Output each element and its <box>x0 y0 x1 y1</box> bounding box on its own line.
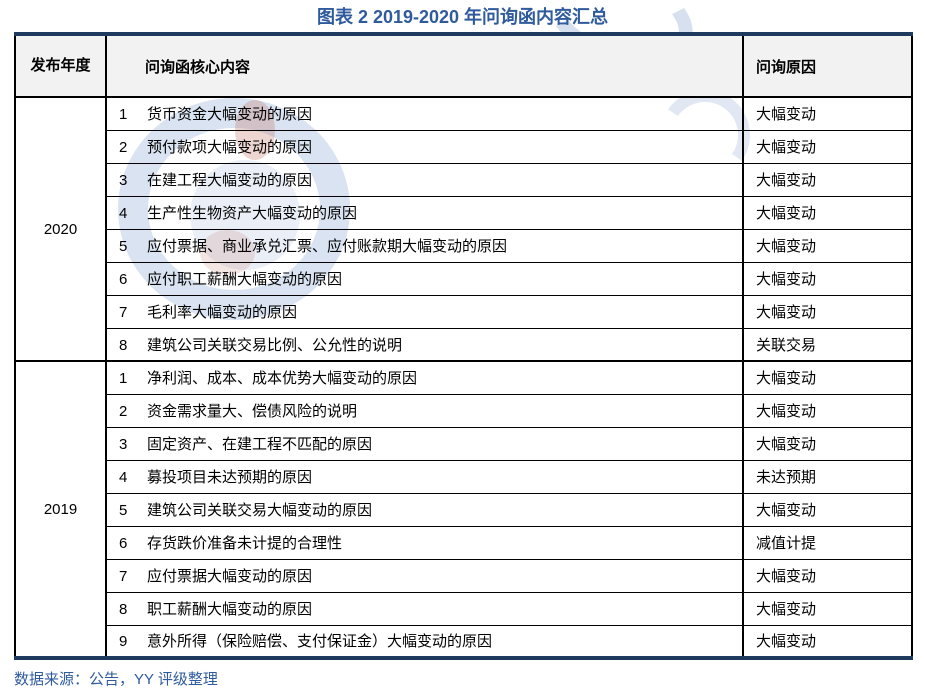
row-reason: 大幅变动 <box>743 558 912 592</box>
table-row: 6 存货跌价准备未计提的合理性 减值计提 <box>15 525 912 559</box>
table-row: 7 毛利率大幅变动的原因 大幅变动 <box>15 294 912 328</box>
row-content: 生产性生物资产大幅变动的原因 <box>147 205 358 222</box>
row-reason: 大幅变动 <box>743 195 912 229</box>
row-number: 6 <box>119 535 128 552</box>
row-number: 5 <box>119 502 128 519</box>
row-reason: 大幅变动 <box>743 426 912 460</box>
row-reason: 大幅变动 <box>743 360 912 394</box>
table-row: 2019 1 净利润、成本、成本优势大幅变动的原因 大幅变动 <box>15 360 912 658</box>
row-number: 1 <box>119 370 128 388</box>
row-number: 7 <box>119 568 128 585</box>
table-row: 8 职工薪酬大幅变动的原因 大幅变动 <box>15 591 912 625</box>
row-content: 建筑公司关联交易大幅变动的原因 <box>147 502 373 519</box>
row-number: 2 <box>119 403 128 420</box>
row-content: 应付职工薪酬大幅变动的原因 <box>147 271 343 288</box>
row-content: 应付票据大幅变动的原因 <box>147 568 313 585</box>
row-content: 净利润、成本、成本优势大幅变动的原因 <box>147 370 418 388</box>
row-content-cell: 7 毛利率大幅变动的原因 <box>106 294 744 328</box>
row-content-cell: 4 生产性生物资产大幅变动的原因 <box>106 195 744 229</box>
row-content-cell: 5 应付票据、商业承兑汇票、应付账款期大幅变动的原因 <box>106 228 744 262</box>
row-reason: 大幅变动 <box>743 129 912 163</box>
row-content: 募投项目未达预期的原因 <box>147 469 313 486</box>
row-number: 1 <box>119 106 128 124</box>
row-content: 预付款项大幅变动的原因 <box>147 139 313 156</box>
row-number: 6 <box>119 271 128 288</box>
row-content-cell: 4 募投项目未达预期的原因 <box>106 459 744 493</box>
row-content: 在建工程大幅变动的原因 <box>147 172 313 189</box>
table-row: 2 资金需求量大、偿债风险的说明 大幅变动 <box>15 393 912 427</box>
row-number: 3 <box>119 436 128 453</box>
row-content-cell: 5 建筑公司关联交易大幅变动的原因 <box>106 492 744 526</box>
row-content-cell: 2 预付款项大幅变动的原因 <box>106 129 744 163</box>
row-content: 职工薪酬大幅变动的原因 <box>147 601 313 618</box>
row-content: 意外所得（保险赔偿、支付保证金）大幅变动的原因 <box>147 633 493 651</box>
row-reason: 大幅变动 <box>743 591 912 625</box>
row-reason: 未达预期 <box>743 459 912 493</box>
row-reason: 大幅变动 <box>743 294 912 328</box>
row-content: 毛利率大幅变动的原因 <box>147 304 298 321</box>
row-content-cell: 3 在建工程大幅变动的原因 <box>106 162 744 196</box>
year-cell: 2020 <box>15 96 107 361</box>
row-reason: 大幅变动 <box>743 624 912 658</box>
row-reason: 大幅变动 <box>743 492 912 526</box>
row-content-cell: 1 净利润、成本、成本优势大幅变动的原因 <box>106 360 744 394</box>
inquiry-letter-table: 发布年度 问询函核心内容 问询原因 2020 1 货币资金大幅变动的原因 大幅变动… <box>14 32 913 660</box>
table-row: 4 生产性生物资产大幅变动的原因 大幅变动 <box>15 195 912 229</box>
row-content-cell: 6 存货跌价准备未计提的合理性 <box>106 525 744 559</box>
row-content: 存货跌价准备未计提的合理性 <box>147 535 343 552</box>
header-row: 发布年度 问询函核心内容 问询原因 <box>15 34 912 98</box>
row-number: 2 <box>119 139 128 156</box>
year-cell: 2019 <box>15 360 107 658</box>
row-reason: 关联交易 <box>743 327 912 361</box>
row-number: 7 <box>119 304 128 321</box>
figure-title: 图表 2 2019-2020 年问询函内容汇总 <box>316 7 609 27</box>
row-number: 8 <box>119 336 128 354</box>
table-row: 9 意外所得（保险赔偿、支付保证金）大幅变动的原因 大幅变动 <box>15 624 912 658</box>
row-content: 建筑公司关联交易比例、公允性的说明 <box>147 336 403 354</box>
row-number: 9 <box>119 633 128 651</box>
col-header-content: 问询函核心内容 <box>106 34 744 98</box>
table-row: 2020 1 货币资金大幅变动的原因 大幅变动 <box>15 96 912 361</box>
row-content-cell: 3 固定资产、在建工程不匹配的原因 <box>106 426 744 460</box>
table-row: 8 建筑公司关联交易比例、公允性的说明 关联交易 <box>15 327 912 361</box>
row-content-cell: 9 意外所得（保险赔偿、支付保证金）大幅变动的原因 <box>106 624 744 658</box>
table-row: 4 募投项目未达预期的原因 未达预期 <box>15 459 912 493</box>
row-number: 4 <box>119 205 128 222</box>
col-header-reason: 问询原因 <box>743 34 912 98</box>
table-row: 5 建筑公司关联交易大幅变动的原因 大幅变动 <box>15 492 912 526</box>
row-reason: 大幅变动 <box>743 162 912 196</box>
data-source-note: 数据来源：公告，YY 评级整理 <box>14 671 218 688</box>
row-content-cell: 7 应付票据大幅变动的原因 <box>106 558 744 592</box>
table-row: 3 在建工程大幅变动的原因 大幅变动 <box>15 162 912 196</box>
row-content-cell: 1 货币资金大幅变动的原因 <box>106 96 744 130</box>
row-reason: 大幅变动 <box>743 393 912 427</box>
row-reason: 大幅变动 <box>743 96 912 130</box>
row-number: 4 <box>119 469 128 486</box>
row-content: 货币资金大幅变动的原因 <box>147 106 313 124</box>
table-row: 3 固定资产、在建工程不匹配的原因 大幅变动 <box>15 426 912 460</box>
table-row: 5 应付票据、商业承兑汇票、应付账款期大幅变动的原因 大幅变动 <box>15 228 912 262</box>
table-row: 7 应付票据大幅变动的原因 大幅变动 <box>15 558 912 592</box>
col-header-year: 发布年度 <box>15 34 107 98</box>
row-number: 5 <box>119 238 128 255</box>
row-content-cell: 2 资金需求量大、偿债风险的说明 <box>106 393 744 427</box>
table-body: 2020 1 货币资金大幅变动的原因 大幅变动 2 预付款项大幅变动的原因 大幅变动… <box>15 96 912 658</box>
row-content-cell: 8 职工薪酬大幅变动的原因 <box>106 591 744 625</box>
table-row: 2 预付款项大幅变动的原因 大幅变动 <box>15 129 912 163</box>
row-number: 8 <box>119 601 128 618</box>
row-content-cell: 6 应付职工薪酬大幅变动的原因 <box>106 261 744 295</box>
row-content-cell: 8 建筑公司关联交易比例、公允性的说明 <box>106 327 744 361</box>
row-content: 资金需求量大、偿债风险的说明 <box>147 403 358 420</box>
row-reason: 减值计提 <box>743 525 912 559</box>
row-reason: 大幅变动 <box>743 228 912 262</box>
row-content: 应付票据、商业承兑汇票、应付账款期大幅变动的原因 <box>147 238 508 255</box>
table-row: 6 应付职工薪酬大幅变动的原因 大幅变动 <box>15 261 912 295</box>
row-content: 固定资产、在建工程不匹配的原因 <box>147 436 373 453</box>
row-reason: 大幅变动 <box>743 261 912 295</box>
row-number: 3 <box>119 172 128 189</box>
